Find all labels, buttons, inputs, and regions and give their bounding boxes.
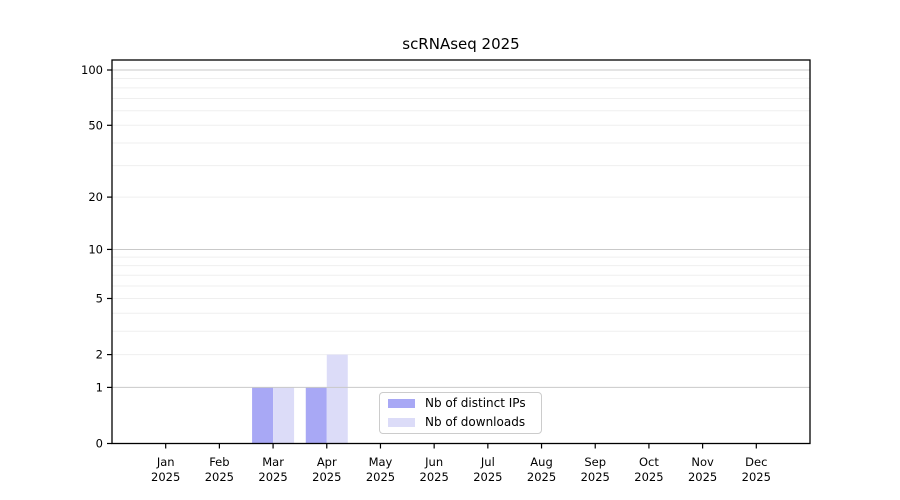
- legend-label: Nb of distinct IPs: [425, 396, 526, 411]
- x-tick-label-month: Apr: [317, 455, 337, 469]
- x-tick-label-year: 2025: [205, 470, 234, 484]
- y-tick-label: 0: [96, 437, 103, 451]
- y-tick-label: 5: [96, 292, 103, 306]
- x-tick-label-year: 2025: [473, 470, 502, 484]
- x-tick-label-year: 2025: [420, 470, 449, 484]
- x-tick-label-year: 2025: [366, 470, 395, 484]
- x-tick-label-year: 2025: [312, 470, 341, 484]
- y-tick-label: 1: [96, 380, 103, 394]
- x-tick-label-month: Oct: [639, 455, 659, 469]
- x-tick-label-month: Jun: [424, 455, 443, 469]
- x-tick-label-year: 2025: [527, 470, 556, 484]
- x-tick-label-year: 2025: [634, 470, 663, 484]
- legend-label: Nb of downloads: [425, 414, 526, 429]
- x-tick-label-year: 2025: [688, 470, 717, 484]
- x-tick-label-month: May: [369, 455, 393, 469]
- x-tick-label-month: Feb: [209, 455, 229, 469]
- x-tick-label-month: Jul: [480, 455, 495, 469]
- legend-item-nb-of-downloads: Nb of downloads: [388, 414, 533, 429]
- bar-nb-of-downloads-mar-2025: [273, 387, 295, 444]
- legend-swatch-nb-of-downloads: [388, 417, 415, 427]
- x-tick-label-month: Nov: [691, 455, 714, 469]
- x-tick-label-year: 2025: [742, 470, 771, 484]
- plot-border: [111, 59, 811, 445]
- x-tick-label-year: 2025: [151, 470, 180, 484]
- y-tick-label: 100: [81, 63, 103, 77]
- x-tick-label-year: 2025: [258, 470, 287, 484]
- x-tick-label-month: Aug: [530, 455, 552, 469]
- legend-item-nb-of-distinct-ips: Nb of distinct IPs: [388, 397, 533, 410]
- bar-nb-of-distinct-ips-apr-2025: [305, 387, 327, 444]
- y-tick-label: 10: [88, 242, 103, 256]
- x-tick-label-month: Mar: [262, 455, 284, 469]
- y-tick-label: 50: [88, 118, 103, 132]
- x-tick-label-month: Sep: [584, 455, 606, 469]
- bar-nb-of-downloads-apr-2025: [326, 354, 348, 444]
- legend: Nb of distinct IPs Nb of downloads: [379, 392, 542, 434]
- x-tick-label-month: Dec: [745, 455, 767, 469]
- x-tick-label-month: Jan: [156, 455, 175, 469]
- legend-swatch-nb-of-distinct-ips: [388, 399, 415, 409]
- y-tick-label: 20: [88, 190, 103, 204]
- y-tick-label: 2: [96, 348, 103, 362]
- x-tick-label-year: 2025: [581, 470, 610, 484]
- bar-nb-of-distinct-ips-mar-2025: [252, 387, 274, 444]
- chart-title: scRNAseq 2025: [402, 35, 520, 53]
